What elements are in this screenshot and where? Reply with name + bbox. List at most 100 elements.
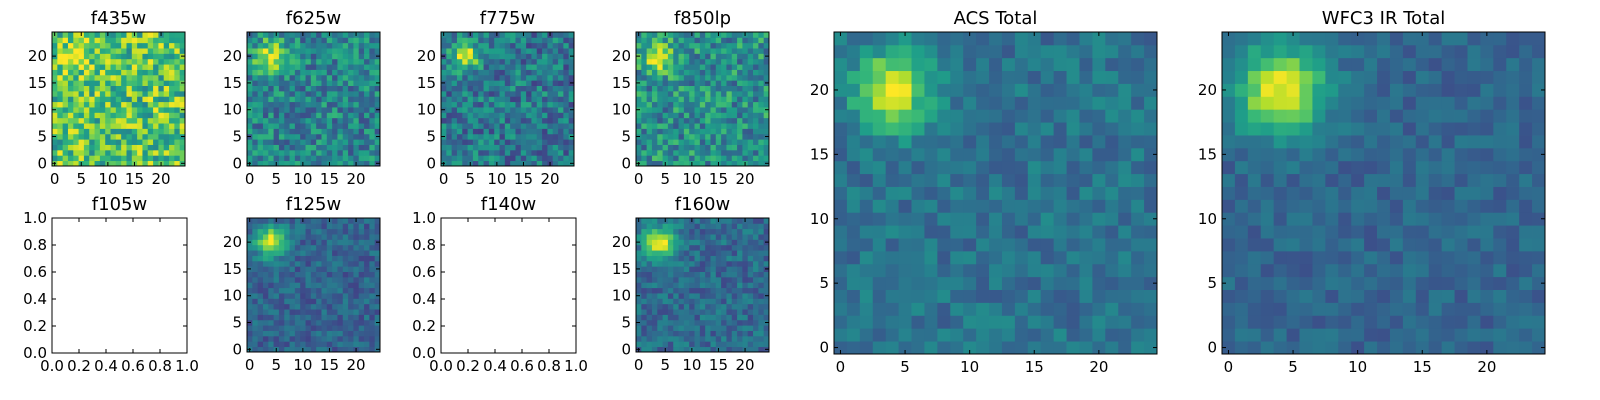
heatmap-cell bbox=[294, 255, 301, 262]
x-tick-label: 1.0 bbox=[564, 357, 588, 375]
heatmap-cell bbox=[73, 139, 79, 145]
heatmap-cell bbox=[742, 223, 749, 230]
heatmap-cell bbox=[73, 48, 79, 54]
heatmap-cell bbox=[62, 69, 69, 76]
heatmap-cell bbox=[885, 173, 899, 187]
heatmap-cell bbox=[558, 155, 564, 162]
x-tick-label: 10 bbox=[960, 358, 979, 376]
heatmap-cell bbox=[364, 37, 370, 44]
heatmap-cell bbox=[300, 335, 306, 342]
x-tick-label: 15 bbox=[125, 170, 144, 188]
heatmap-cell bbox=[683, 293, 690, 299]
heatmap-cell bbox=[268, 341, 274, 348]
heatmap-cell bbox=[667, 90, 674, 97]
heatmap-cell bbox=[504, 155, 511, 162]
heatmap-cell bbox=[636, 309, 642, 315]
heatmap-cell bbox=[510, 53, 516, 60]
heatmap-cell bbox=[1234, 212, 1249, 226]
heatmap-cell bbox=[636, 48, 642, 54]
heatmap-cell bbox=[353, 287, 360, 294]
heatmap-cell bbox=[332, 85, 338, 92]
heatmap-cell bbox=[705, 223, 711, 230]
heatmap-cell bbox=[131, 85, 138, 92]
heatmap-cell bbox=[763, 223, 770, 230]
heatmap-cell bbox=[662, 293, 669, 299]
heatmap-cell bbox=[374, 48, 381, 54]
heatmap-cell bbox=[472, 90, 479, 97]
heatmap-cell bbox=[742, 234, 749, 240]
heatmap-cell bbox=[1351, 276, 1365, 290]
heatmap-cell bbox=[651, 319, 658, 326]
heatmap-cell bbox=[278, 80, 285, 86]
heatmap-cell bbox=[646, 330, 653, 337]
heatmap-cell bbox=[252, 314, 259, 321]
heatmap-cell bbox=[321, 37, 328, 44]
heatmap-cell bbox=[758, 42, 765, 49]
heatmap-cell bbox=[62, 107, 69, 113]
heatmap-cell bbox=[651, 314, 658, 321]
heatmap-cell bbox=[976, 238, 990, 252]
heatmap-cell bbox=[494, 80, 500, 86]
heatmap-cell bbox=[369, 155, 376, 162]
heatmap-cell bbox=[294, 335, 301, 342]
heatmap-cell bbox=[321, 271, 328, 278]
heatmap-cell bbox=[73, 32, 79, 38]
heatmap-cell bbox=[872, 186, 887, 200]
heatmap-cell bbox=[451, 53, 458, 60]
heatmap-cell bbox=[726, 325, 733, 331]
heatmap-cell bbox=[94, 123, 101, 129]
heatmap-cell bbox=[715, 244, 722, 251]
heatmap-cell bbox=[1092, 328, 1106, 342]
heatmap-cell bbox=[126, 139, 133, 145]
heatmap-cell bbox=[737, 64, 743, 70]
heatmap-cell bbox=[989, 225, 1003, 239]
y-tick-label: 20 bbox=[612, 47, 631, 65]
heatmap-cell bbox=[342, 325, 349, 331]
heatmap-cell bbox=[1532, 302, 1546, 316]
heatmap-cell bbox=[262, 64, 269, 70]
heatmap-cell bbox=[834, 122, 848, 136]
heatmap-cell bbox=[94, 101, 101, 108]
heatmap-cell bbox=[747, 276, 754, 283]
heatmap-cell bbox=[158, 144, 165, 151]
heatmap-cell bbox=[137, 139, 143, 145]
heatmap-cell bbox=[1105, 315, 1119, 329]
heatmap-cell bbox=[321, 266, 328, 272]
heatmap-cell bbox=[374, 234, 381, 240]
heatmap-cell bbox=[278, 112, 285, 119]
heatmap-cell bbox=[89, 144, 95, 151]
heatmap-cell bbox=[504, 90, 511, 97]
heatmap-cell bbox=[1066, 315, 1080, 329]
heatmap-cell bbox=[710, 101, 717, 108]
heatmap-cell bbox=[547, 69, 554, 76]
heatmap-cell bbox=[348, 53, 354, 60]
heatmap-cell bbox=[699, 48, 706, 54]
x-tick-label: 0.2 bbox=[456, 357, 480, 375]
heatmap-cell bbox=[721, 85, 727, 92]
heatmap-cell bbox=[872, 328, 887, 342]
heatmap-cell bbox=[662, 309, 669, 315]
heatmap-cell bbox=[1053, 83, 1067, 97]
heatmap-cell bbox=[705, 139, 711, 145]
heatmap-cell bbox=[731, 239, 738, 246]
heatmap-cell bbox=[924, 44, 938, 59]
heatmap-cell bbox=[316, 48, 322, 54]
heatmap-cell bbox=[1519, 263, 1533, 278]
heatmap-cell bbox=[1519, 302, 1533, 316]
heatmap-cell bbox=[1519, 276, 1533, 290]
heatmap-cell bbox=[737, 133, 743, 140]
heatmap-cell bbox=[305, 64, 312, 70]
heatmap-cell bbox=[667, 271, 674, 278]
heatmap-cell bbox=[859, 96, 874, 110]
heatmap-cell bbox=[651, 325, 658, 331]
heatmap-cell bbox=[846, 302, 861, 316]
heatmap-cell bbox=[689, 276, 695, 283]
heatmap-cell bbox=[872, 32, 887, 46]
heatmap-cell bbox=[683, 112, 690, 119]
heatmap-cell bbox=[885, 276, 899, 290]
heatmap-cell bbox=[348, 37, 354, 44]
heatmap-cell bbox=[321, 96, 328, 103]
heatmap-cell bbox=[657, 123, 663, 129]
heatmap-cell bbox=[721, 234, 727, 240]
heatmap-cell bbox=[78, 107, 85, 113]
